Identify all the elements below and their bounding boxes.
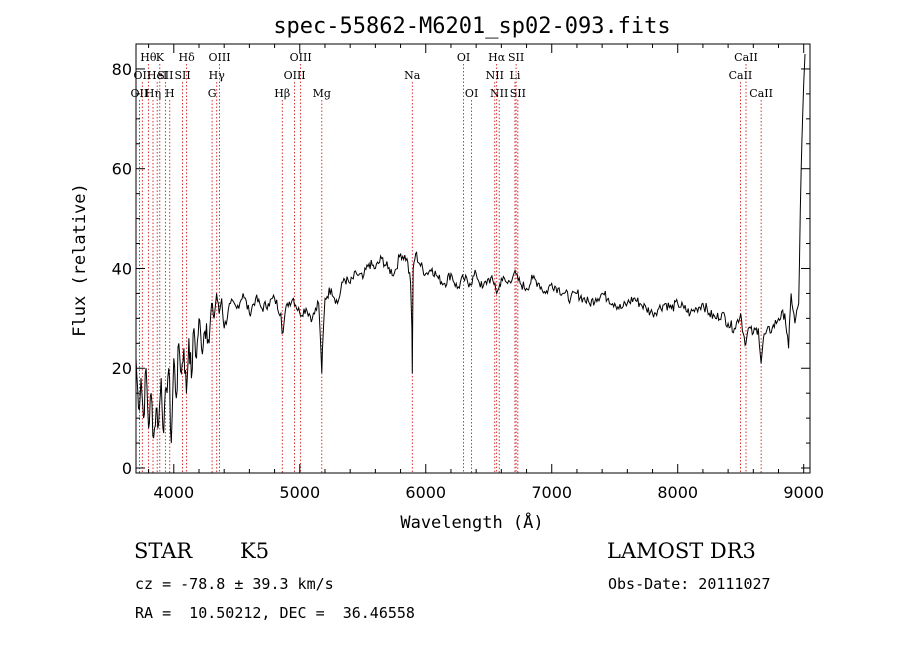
line-label-22: NII [490, 87, 508, 100]
plot-frame [135, 43, 811, 474]
line-label-2: Hθ [140, 51, 157, 64]
line-label-9: Hδ [179, 51, 196, 64]
observation-date: Obs-Date: 20111027 [608, 575, 771, 593]
line-label-7: H [165, 87, 175, 100]
x-tick-label-4000: 4000 [153, 483, 194, 502]
x-tick-label-8000: 8000 [657, 483, 698, 502]
object-subclass: K5 [240, 539, 270, 563]
y-axis-label: Flux (relative) [70, 183, 90, 337]
line-label-28: CaII [749, 87, 773, 100]
x-axis-label: Wavelength (Å) [400, 511, 543, 533]
object-class: STAR [134, 539, 193, 563]
line-label-16: Mg [313, 87, 331, 100]
line-label-21: Hα [488, 51, 506, 64]
y-tick-label-40: 40 [112, 259, 132, 278]
line-label-4: HeI [147, 69, 167, 82]
line-label-17: Na [404, 69, 421, 82]
line-label-3: Hη [145, 87, 161, 100]
line-label-18: OI [457, 51, 470, 64]
line-label-15: OIII [290, 51, 312, 64]
emission-line-markers [139, 64, 762, 473]
line-label-19: OI [465, 87, 478, 100]
x-axis: 4000 5000 6000 7000 8000 9000 [148, 44, 824, 502]
x-tick-label-6000: 6000 [405, 483, 446, 502]
redshift-velocity: cz = -78.8 ± 39.3 km/s [135, 575, 334, 593]
y-tick-label-0: 0 [122, 459, 132, 478]
line-label-27: CaII [734, 51, 758, 64]
y-axis: 0 20 40 60 80 [112, 43, 810, 478]
line-label-14: OIII [284, 69, 306, 82]
line-label-6: SII [157, 69, 173, 82]
y-tick-label-80: 80 [112, 60, 132, 79]
y-tick-label-60: 60 [112, 160, 132, 179]
line-label-5: K [156, 51, 165, 64]
line-label-26: CaII [729, 69, 753, 82]
emission-line-labels: OIIOIIHθHηHeIKSIIHSIIHδGHγOIIIHβOIIIOIII… [131, 51, 773, 100]
line-label-8: SII [174, 69, 190, 82]
line-label-20: NII [486, 69, 504, 82]
line-label-13: Hβ [274, 87, 290, 100]
line-label-24: SII [508, 51, 524, 64]
x-tick-label-5000: 5000 [279, 483, 320, 502]
line-label-1: OII [133, 69, 151, 82]
spectrum-line [135, 53, 806, 444]
line-label-10: G [208, 87, 217, 100]
x-tick-label-9000: 9000 [783, 483, 824, 502]
line-label-12: OIII [208, 51, 230, 64]
sky-coordinates: RA = 10.50212, DEC = 36.46558 [135, 604, 415, 622]
x-tick-label-7000: 7000 [531, 483, 572, 502]
spectrum-chart: spec-55862-M6201_sp02-093.fits OIIOIIHθH… [70, 14, 824, 533]
y-tick-label-20: 20 [112, 359, 132, 378]
survey-name: LAMOST DR3 [607, 539, 756, 563]
line-label-23: Li [510, 69, 521, 82]
line-label-11: Hγ [209, 69, 226, 82]
chart-title: spec-55862-M6201_sp02-093.fits [273, 14, 670, 39]
line-label-25: SII [510, 87, 526, 100]
